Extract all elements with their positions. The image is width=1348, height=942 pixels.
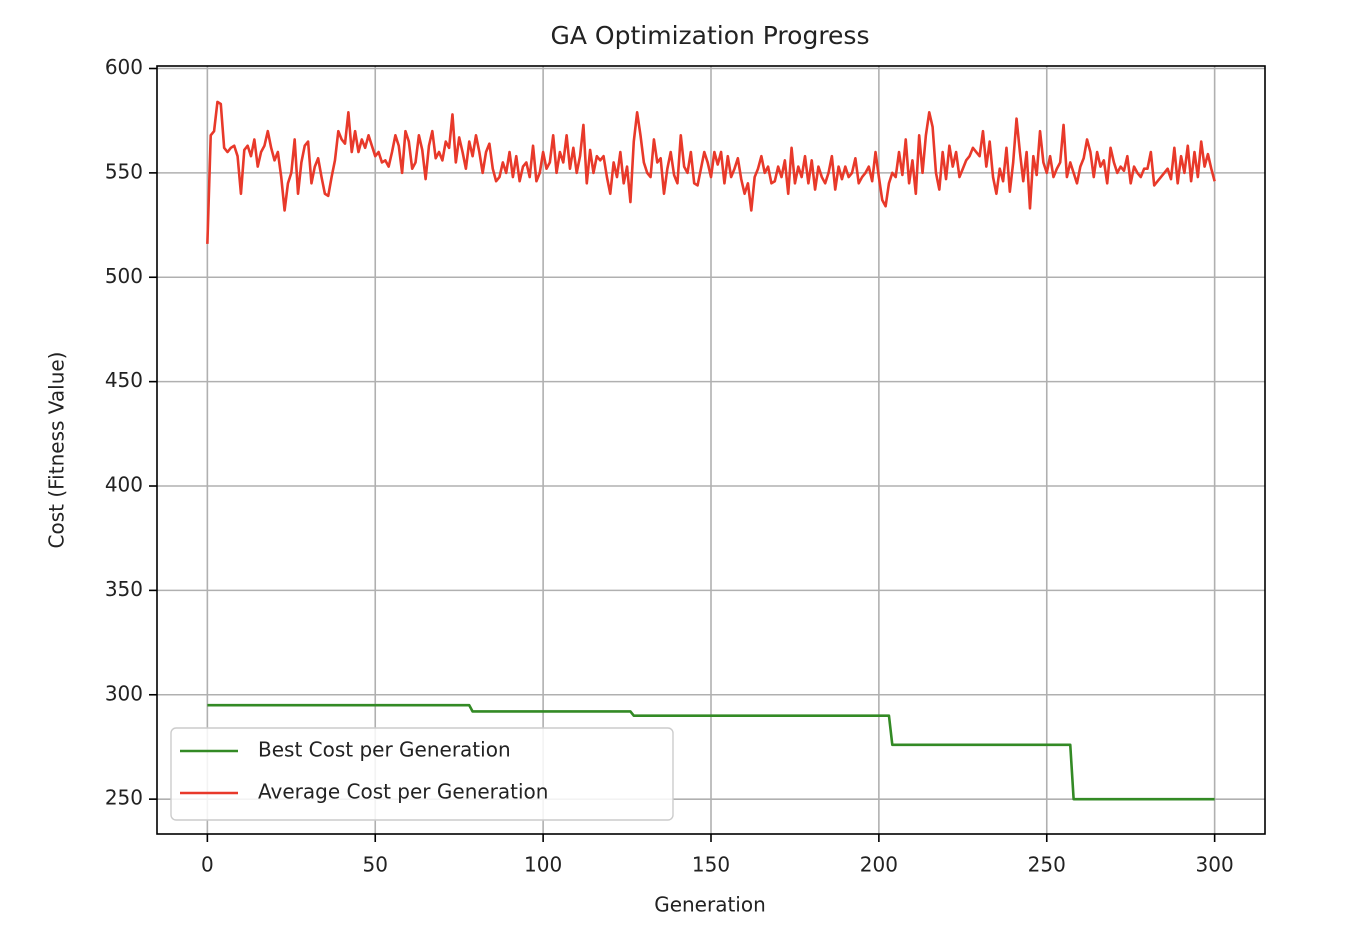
- legend-label: Best Cost per Generation: [258, 738, 511, 762]
- y-tick-label: 600: [105, 55, 143, 79]
- x-tick-label: 300: [1196, 853, 1234, 877]
- legend-label: Average Cost per Generation: [258, 780, 548, 804]
- x-tick-label: 50: [363, 853, 388, 877]
- x-tick-label: 100: [524, 853, 562, 877]
- y-tick-label: 400: [105, 473, 143, 497]
- y-tick-label: 450: [105, 368, 143, 392]
- y-tick-label: 300: [105, 681, 143, 705]
- legend-box: [170, 727, 674, 821]
- x-tick-label: 250: [1028, 853, 1066, 877]
- x-tick-label: 200: [860, 853, 898, 877]
- data-line: [206, 100, 1216, 244]
- y-tick-label: 350: [105, 577, 143, 601]
- y-tick-label: 550: [105, 159, 143, 183]
- plot-frame: [156, 65, 1266, 835]
- chart-title: GA Optimization Progress: [551, 21, 870, 50]
- x-tick-label: 150: [692, 853, 730, 877]
- y-tick-label: 500: [105, 264, 143, 288]
- x-tick-label: 0: [201, 853, 214, 877]
- y-tick-label: 250: [105, 786, 143, 810]
- y-axis-label: Cost (Fitness Value): [45, 352, 69, 549]
- data-line: [207, 703, 1215, 801]
- x-axis-label: Generation: [654, 893, 766, 917]
